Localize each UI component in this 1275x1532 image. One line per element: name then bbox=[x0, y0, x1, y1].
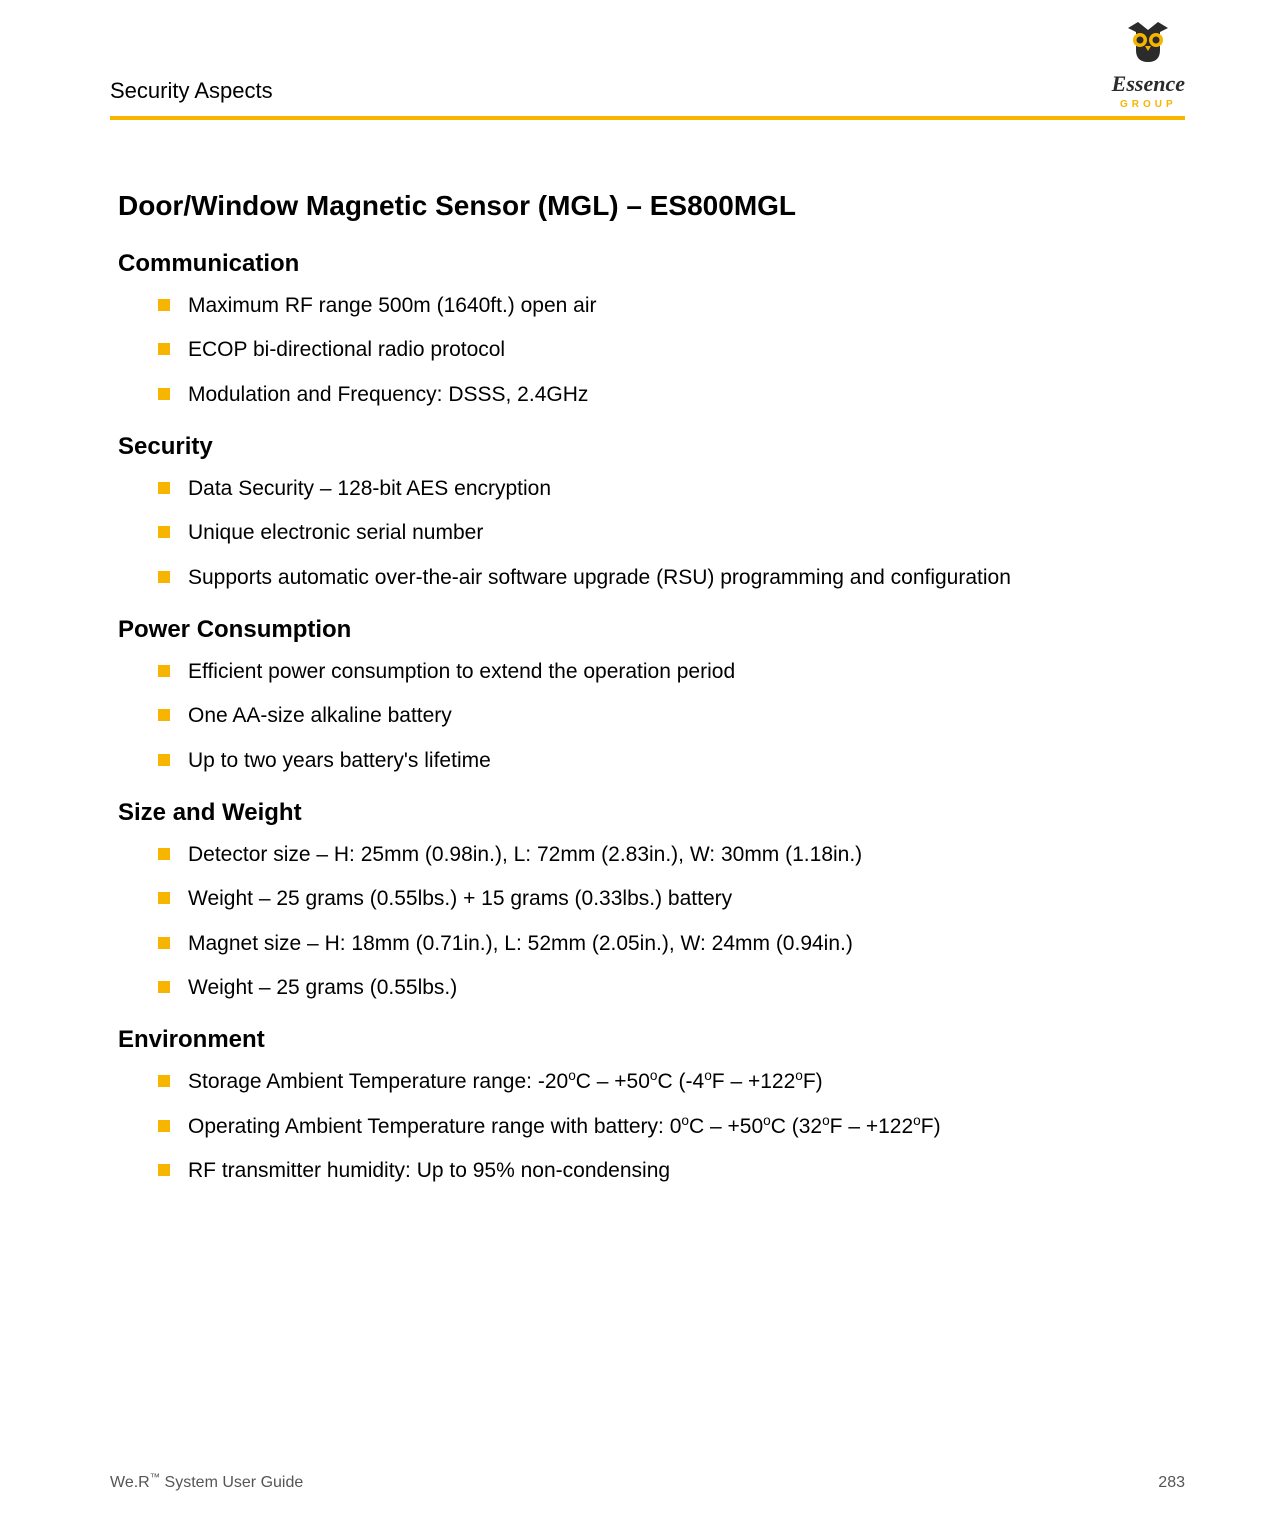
page-footer: We.R™ System User Guide 283 bbox=[110, 1474, 1185, 1492]
bullet-list: Storage Ambient Temperature range: -20oC… bbox=[158, 1068, 1165, 1185]
page: Security Aspects Essence GROUP Door/Wind… bbox=[0, 0, 1275, 1532]
list-item: Operating Ambient Temperature range with… bbox=[158, 1113, 1165, 1141]
header-section-title: Security Aspects bbox=[110, 78, 273, 110]
list-item: Efficient power consumption to extend th… bbox=[158, 658, 1165, 686]
list-item: Weight – 25 grams (0.55lbs.) + 15 grams … bbox=[158, 885, 1165, 913]
list-item: Modulation and Frequency: DSSS, 2.4GHz bbox=[158, 381, 1165, 409]
list-item: RF transmitter humidity: Up to 95% non-c… bbox=[158, 1157, 1165, 1185]
main-content: Door/Window Magnetic Sensor (MGL) – ES80… bbox=[110, 190, 1185, 1186]
header-divider bbox=[110, 116, 1185, 120]
section-heading: Communication bbox=[118, 250, 1165, 278]
bullet-list: Data Security – 128-bit AES encryption Un… bbox=[158, 475, 1165, 592]
list-item: Supports automatic over-the-air software… bbox=[158, 564, 1165, 592]
section-heading: Security bbox=[118, 433, 1165, 461]
list-item: ECOP bi-directional radio protocol bbox=[158, 336, 1165, 364]
list-item: Up to two years battery's lifetime bbox=[158, 747, 1165, 775]
bullet-list: Detector size – H: 25mm (0.98in.), L: 72… bbox=[158, 841, 1165, 1002]
list-item: Unique electronic serial number bbox=[158, 519, 1165, 547]
section-heading: Size and Weight bbox=[118, 799, 1165, 827]
section-heading: Power Consumption bbox=[118, 616, 1165, 644]
list-item: Storage Ambient Temperature range: -20oC… bbox=[158, 1068, 1165, 1096]
footer-left: We.R™ System User Guide bbox=[110, 1474, 303, 1492]
bullet-list: Efficient power consumption to extend th… bbox=[158, 658, 1165, 775]
page-header: Security Aspects Essence GROUP bbox=[110, 30, 1185, 110]
list-item: Maximum RF range 500m (1640ft.) open air bbox=[158, 292, 1165, 320]
list-item: Weight – 25 grams (0.55lbs.) bbox=[158, 974, 1165, 1002]
list-item: Detector size – H: 25mm (0.98in.), L: 72… bbox=[158, 841, 1165, 869]
sections-container: Communication Maximum RF range 500m (1640… bbox=[118, 250, 1165, 1186]
logo-text: Essence bbox=[1112, 71, 1185, 97]
owl-icon bbox=[1118, 22, 1178, 69]
list-item: Data Security – 128-bit AES encryption bbox=[158, 475, 1165, 503]
brand-logo: Essence GROUP bbox=[1112, 22, 1185, 110]
footer-page-number: 283 bbox=[1158, 1474, 1185, 1492]
list-item: One AA-size alkaline battery bbox=[158, 702, 1165, 730]
page-title: Door/Window Magnetic Sensor (MGL) – ES80… bbox=[118, 190, 1165, 222]
section-heading: Environment bbox=[118, 1026, 1165, 1054]
list-item: Magnet size – H: 18mm (0.71in.), L: 52mm… bbox=[158, 930, 1165, 958]
bullet-list: Maximum RF range 500m (1640ft.) open air… bbox=[158, 292, 1165, 409]
logo-subtitle: GROUP bbox=[1120, 99, 1177, 110]
